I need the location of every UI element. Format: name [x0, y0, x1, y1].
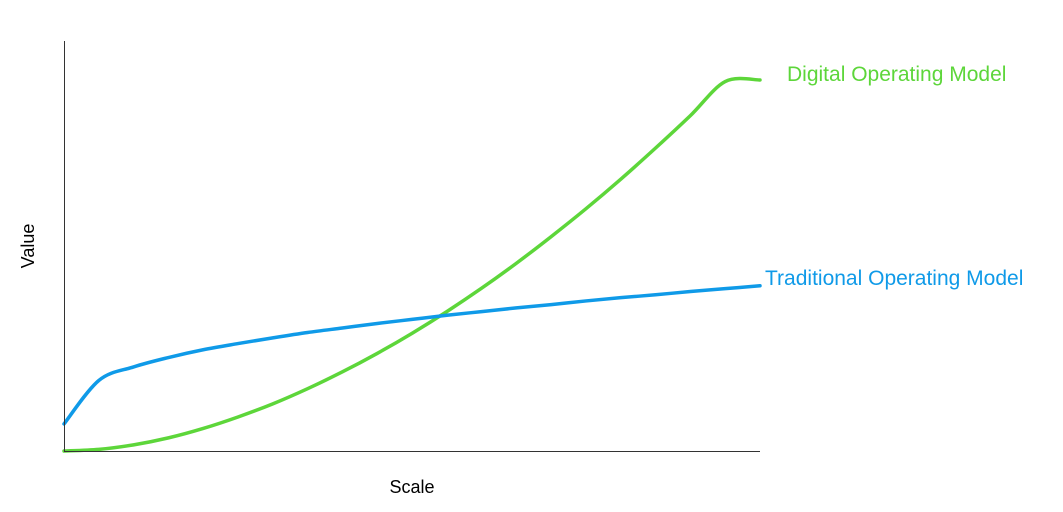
series-line-digital [62, 76, 762, 453]
plot-area [62, 76, 762, 453]
y-axis-label: Value [18, 224, 38, 269]
series-line-traditional [62, 284, 762, 426]
series-label-traditional: Traditional Operating Model [765, 267, 1023, 290]
x-axis-label: Scale [389, 477, 434, 497]
series-label-digital: Digital Operating Model [787, 63, 1006, 86]
